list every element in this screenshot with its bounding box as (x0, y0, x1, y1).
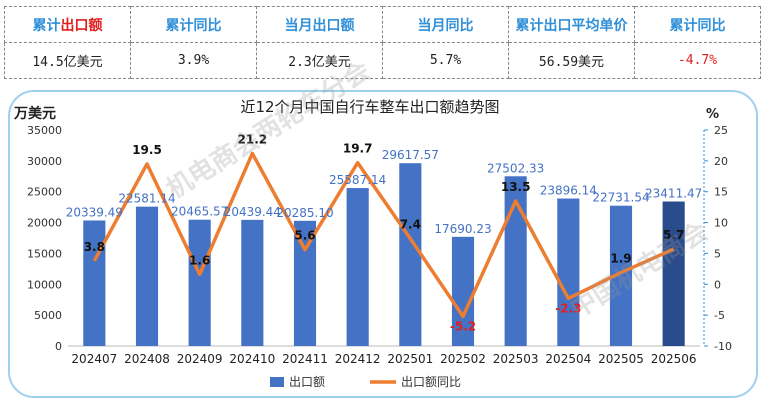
x-tick-label: 202407 (71, 352, 117, 366)
kpi-value-monthly-yoy: 5.7% (382, 42, 509, 79)
bar-export-value (399, 163, 422, 346)
kpi-value-cumulative-export: 14.5亿美元 (4, 42, 131, 79)
legend-bar-swatch (270, 377, 284, 387)
line-data-label: 1.6 (189, 253, 210, 267)
kpi-table: 累计出口额 累计同比 当月出口额 当月同比 累计出口平均单价 累计同比 14.5… (4, 6, 761, 79)
chart-panel (8, 90, 758, 398)
kpi-value-price-yoy: -4.7% (634, 42, 761, 79)
bar-export-value (188, 219, 211, 346)
y-tick-label: 35000 (27, 124, 62, 137)
bar-export-value (241, 219, 264, 346)
bar-export-value (662, 201, 685, 346)
y-tick-label: 5000 (34, 309, 62, 322)
x-tick-label: 202412 (335, 352, 381, 366)
y-tick-label: 15000 (27, 247, 62, 260)
bar-export-value (609, 205, 633, 346)
bar-data-label: 22731.54 (592, 191, 649, 205)
kpi-value-cumulative-yoy: 3.9% (130, 42, 257, 79)
y2-tick-label: -10 (714, 340, 732, 353)
line-data-label: 1.9 (610, 252, 631, 266)
y-tick-label: 30000 (27, 155, 62, 168)
x-tick-label: 202502 (440, 352, 486, 366)
y-tick-label: 20000 (27, 217, 62, 230)
legend-line-label: 出口额同比 (401, 375, 461, 389)
x-tick-label: 202409 (177, 352, 223, 366)
kpi-value-row: 14.5亿美元 3.9% 2.3亿美元 5.7% 56.59美元 -4.7% (4, 42, 761, 79)
bar-data-label: 29617.57 (382, 148, 439, 162)
kpi-header-cumulative-export: 累计出口额 (4, 6, 131, 43)
kpi-header-row: 累计出口额 累计同比 当月出口额 当月同比 累计出口平均单价 累计同比 (4, 6, 761, 43)
line-data-label: 5.6 (294, 229, 315, 243)
bar-export-value (135, 206, 159, 346)
x-tick-label: 202504 (545, 352, 591, 366)
bar-data-label: 20439.44 (224, 205, 281, 219)
bar-data-label: 27502.33 (487, 161, 544, 175)
kpi-header-cumulative-yoy: 累计同比 (130, 6, 257, 43)
chart-title: 近12个月中国自行车整车出口额趋势图 (240, 98, 499, 116)
line-data-label: 5.7 (663, 228, 684, 242)
y-axis-label: 万美元 (13, 105, 56, 122)
bar-data-label: 22581.14 (118, 192, 175, 206)
yoy-line (92, 151, 675, 319)
y2-tick-label: 0 (714, 278, 721, 291)
kpi-header-monthly-yoy: 当月同比 (382, 6, 509, 43)
line-data-label: 19.7 (343, 142, 373, 156)
y-tick-label: 25000 (27, 186, 62, 199)
kpi-value-monthly-export: 2.3亿美元 (256, 42, 383, 79)
x-tick-label: 202506 (651, 352, 697, 366)
bar-data-label: 23896.14 (540, 184, 597, 198)
y2-tick-label: 20 (714, 155, 728, 168)
y-tick-label: 0 (55, 340, 62, 353)
bar-export-value (504, 176, 527, 346)
legend-bar-label: 出口额 (289, 375, 325, 389)
bar-export-value (293, 220, 317, 346)
line-data-label: 7.4 (400, 218, 421, 232)
y2-tick-label: 10 (714, 217, 728, 230)
bar-data-label: 17690.23 (434, 222, 491, 236)
bar-data-label: 23411.47 (645, 187, 702, 201)
kpi-header-monthly-export: 当月出口额 (256, 6, 383, 43)
y-tick-label: 10000 (27, 278, 62, 291)
bar-data-label: 25587.14 (329, 173, 386, 187)
bar-export-value (451, 236, 475, 346)
x-tick-label: 202410 (229, 352, 275, 366)
line-data-label: -5.2 (450, 319, 476, 333)
bar-data-label: 20339.49 (66, 205, 123, 219)
bar-export-value (346, 188, 369, 346)
y2-axis-label: % (706, 107, 719, 122)
line-data-label: -2.3 (555, 301, 581, 315)
line-data-label: 3.8 (84, 240, 105, 254)
kpi-value-avg-price: 56.59美元 (508, 42, 635, 79)
x-tick-label: 202503 (493, 352, 539, 366)
y2-tick-label: 25 (714, 124, 728, 137)
x-tick-label: 202505 (598, 352, 644, 366)
bar-export-value (557, 198, 580, 346)
x-tick-label: 202501 (387, 352, 433, 366)
line-data-label: 19.5 (132, 143, 162, 157)
y2-tick-label: 15 (714, 186, 728, 199)
line-data-label: 13.5 (501, 180, 531, 194)
y2-tick-label: -5 (714, 309, 725, 322)
bar-data-label: 20285.10 (276, 206, 333, 220)
line-data-label: 21.2 (238, 132, 268, 146)
bar-data-label: 20465.57 (171, 205, 228, 219)
x-tick-label: 202408 (124, 352, 170, 366)
y2-tick-label: 5 (714, 247, 721, 260)
x-tick-label: 202411 (282, 352, 328, 366)
kpi-header-avg-price: 累计出口平均单价 (508, 6, 635, 43)
